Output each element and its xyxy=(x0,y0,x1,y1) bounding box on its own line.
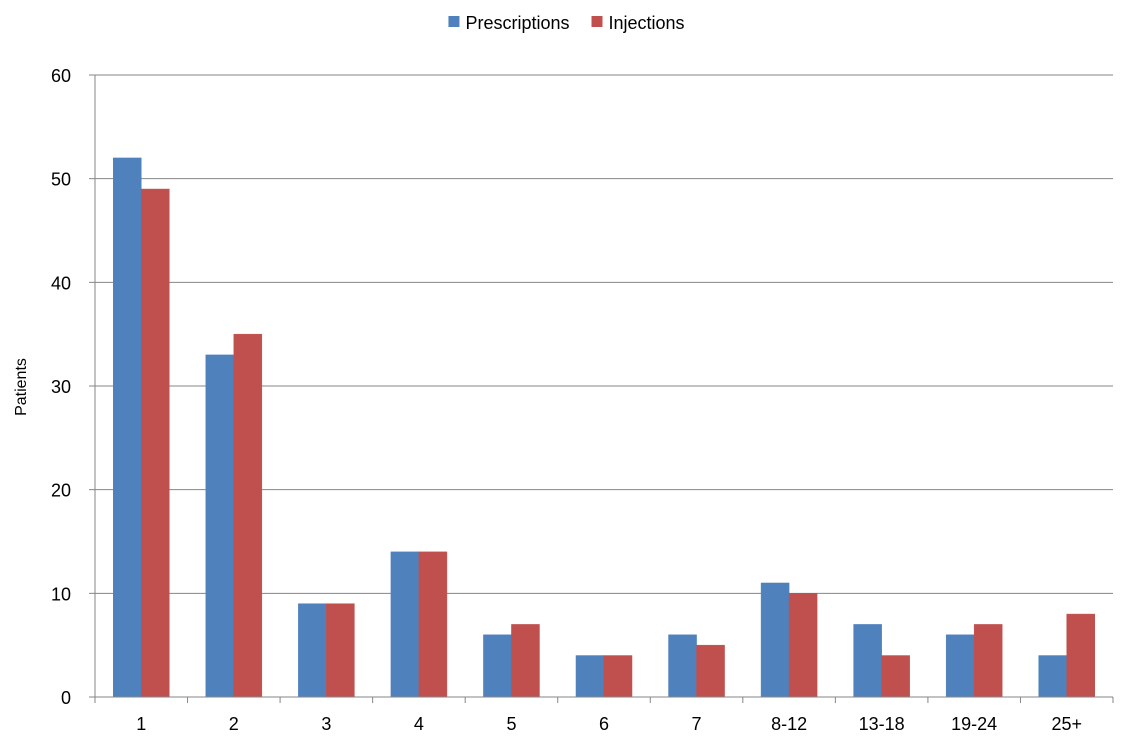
x-axis-ticks: 1 2 3 4 5 6 7 8-12 13-18 19-24 25+ xyxy=(136,714,1082,734)
bar-injections xyxy=(696,644,725,698)
x-tick-label: 3 xyxy=(321,714,331,734)
bar-injections xyxy=(326,603,355,698)
bar-prescriptions xyxy=(113,157,142,698)
bar-prescriptions xyxy=(205,354,235,698)
y-tick-label: 40 xyxy=(51,273,71,293)
bar-prescriptions xyxy=(853,624,882,698)
y-tick-label: 20 xyxy=(51,481,71,501)
y-tick-label: 60 xyxy=(51,66,71,86)
legend-label-prescriptions: Prescriptions xyxy=(465,13,569,33)
y-tick-label: 0 xyxy=(61,688,71,708)
gridlines xyxy=(95,74,1113,594)
axes xyxy=(89,74,1114,703)
x-tick-label: 4 xyxy=(414,714,424,734)
legend-swatch-injections xyxy=(591,16,603,27)
bar-prescriptions xyxy=(575,655,605,698)
bar-injections xyxy=(973,624,1003,698)
legend: Prescriptions Injections xyxy=(448,13,685,33)
y-tick-label: 30 xyxy=(51,377,71,397)
x-tick-label: 6 xyxy=(599,714,609,734)
x-tick-label: 7 xyxy=(692,714,702,734)
y-axis-ticks: 0 10 20 30 40 50 60 xyxy=(51,66,71,708)
bar-prescriptions xyxy=(668,634,697,698)
bar-prescriptions xyxy=(298,603,327,698)
bars xyxy=(113,157,1095,698)
y-axis-label: Patients xyxy=(13,358,30,416)
x-tick-label: 5 xyxy=(506,714,516,734)
bar-prescriptions xyxy=(945,634,975,698)
x-tick-label: 2 xyxy=(229,714,239,734)
bar-injections xyxy=(233,333,263,698)
x-tick-label: 1 xyxy=(136,714,146,734)
y-tick-label: 50 xyxy=(51,170,71,190)
legend-label-injections: Injections xyxy=(609,13,685,33)
bar-injections xyxy=(141,188,170,698)
legend-swatch-prescriptions xyxy=(448,16,460,27)
x-tick-label: 8-12 xyxy=(771,714,807,734)
x-tick-label: 19-24 xyxy=(951,714,997,734)
x-tick-label: 13-18 xyxy=(859,714,905,734)
x-tick-label: 25+ xyxy=(1051,714,1082,734)
bar-injections xyxy=(881,655,910,698)
y-tick-label: 10 xyxy=(51,584,71,604)
bar-injections xyxy=(603,655,633,698)
bar-injections xyxy=(511,624,540,698)
bar-prescriptions xyxy=(390,551,420,698)
bar-injections xyxy=(418,551,448,698)
bar-injections xyxy=(788,593,818,698)
bar-prescriptions xyxy=(760,582,790,698)
bar-injections xyxy=(1066,613,1095,698)
bar-prescriptions xyxy=(1038,655,1067,698)
bar-prescriptions xyxy=(483,634,512,698)
